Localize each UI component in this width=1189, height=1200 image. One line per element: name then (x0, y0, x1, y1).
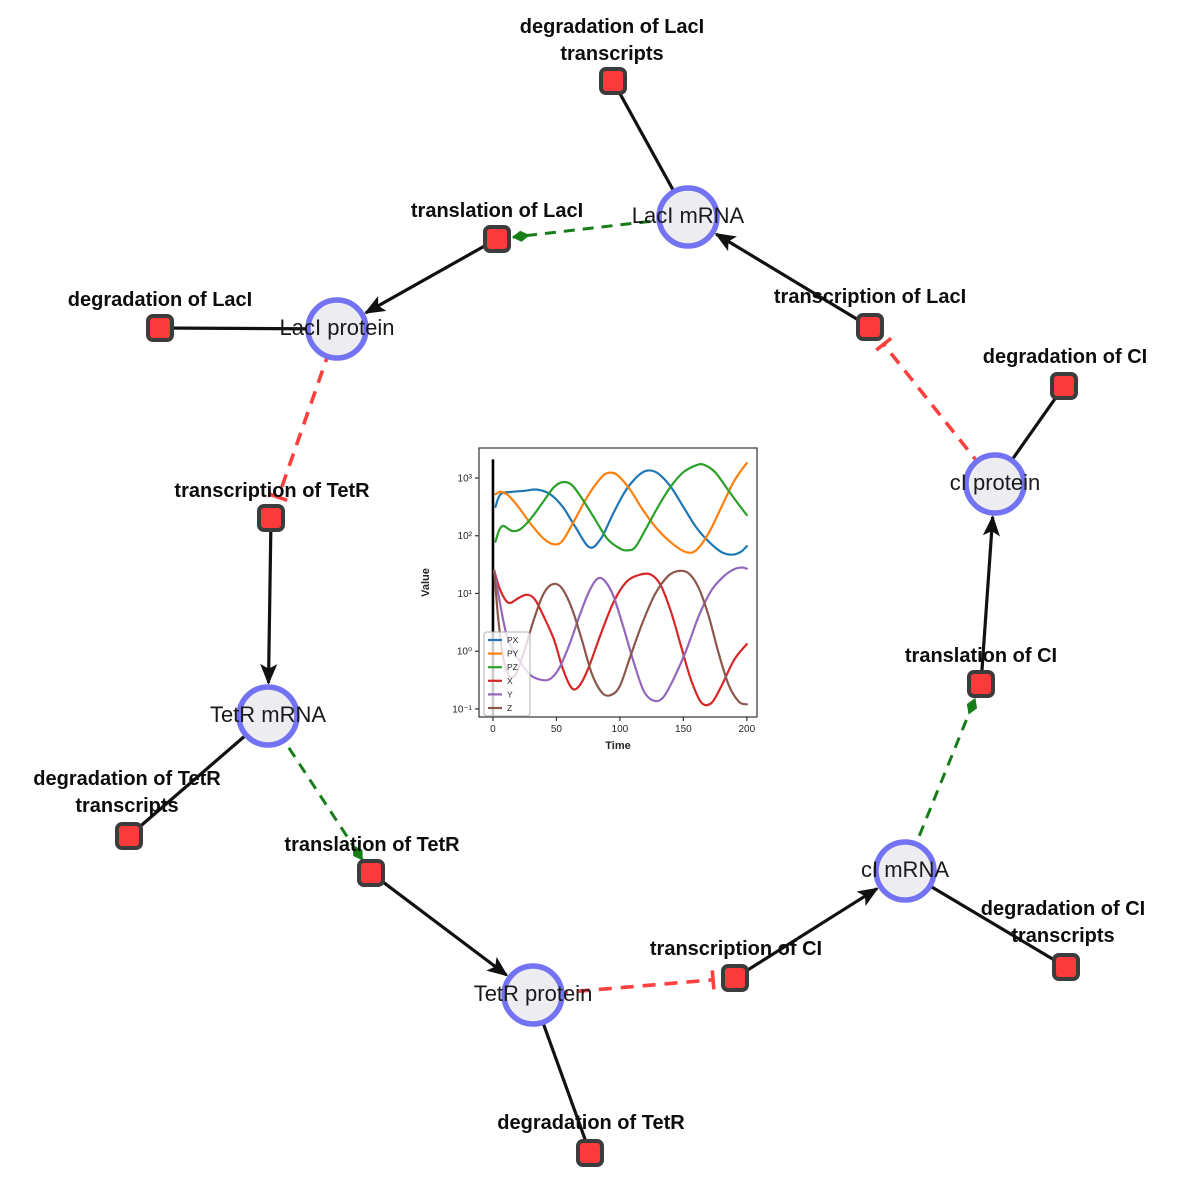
plot-legend: PX PY PZ XYZ (483, 631, 531, 717)
species-node-laci-protein[interactable] (305, 297, 369, 361)
edge-arrow-translation-of-ci-to-ci-protein[interactable] (979, 515, 1000, 685)
reaction-node-degradation-of-ci-transcripts[interactable] (1052, 953, 1080, 981)
species-node-tetr-mrna[interactable] (236, 684, 300, 748)
reaction-label-translation-of-tetr: translation of TetR (284, 834, 460, 856)
reaction-label-transcription-of-laci: transcription of LacI (774, 286, 966, 308)
legend-label-PY: PY (507, 649, 519, 659)
reaction-label-translation-of-ci: translation of CI (905, 645, 1057, 667)
x-tick-label: 100 (612, 724, 629, 735)
species-label-tetr-protein: TetR protein (474, 981, 593, 1006)
reaction-node-translation-of-laci[interactable] (483, 225, 511, 253)
y-tick-label: 10⁰ (457, 647, 472, 658)
species-label-laci-mrna: LacI mRNA (632, 203, 745, 228)
species-label-ci-protein: cI protein (950, 470, 1041, 495)
y-tick-label: 10² (458, 531, 473, 542)
simulation-plot: 0 50 100 150 20010⁻¹10⁰10¹10²10³TimeValuePXP… (415, 432, 765, 762)
edge-arrow-translation-of-laci-to-laci-protein[interactable] (364, 237, 498, 315)
series-line-Y (493, 566, 748, 703)
legend-label-X: X (507, 676, 513, 686)
species-node-ci-protein[interactable] (963, 452, 1027, 516)
species-node-tetr-protein[interactable] (501, 963, 565, 1027)
x-tick-label: 200 (739, 724, 756, 735)
species-label-laci-protein: LacI protein (280, 315, 395, 340)
species-label-ci-mrna: cI mRNA (861, 857, 949, 882)
edge-inhibition-tetr-protein-to-transcription-of-ci-tbar (710, 970, 716, 990)
reaction-node-transcription-of-laci[interactable] (856, 313, 884, 341)
edge-arrow-transcription-of-laci-to-laci-mrna[interactable] (714, 232, 871, 329)
legend-label-PZ: PZ (507, 662, 518, 672)
reaction-node-degradation-of-tetr-transcripts[interactable] (115, 822, 143, 850)
reaction-label-degradation-of-tetr-transcripts: degradation of TetR transcripts (33, 768, 221, 817)
reaction-node-translation-of-ci[interactable] (967, 670, 995, 698)
series-line-PZ (494, 462, 748, 552)
y-tick-label: 10³ (458, 474, 473, 485)
edge-arrow-transcription-of-tetr-to-tetr-mrna[interactable] (260, 517, 278, 685)
species-node-laci-mrna[interactable] (656, 185, 720, 249)
legend-label-PX: PX (507, 635, 519, 645)
reaction-label-translation-of-laci: translation of LacI (411, 200, 583, 222)
x-tick-label: 150 (675, 724, 692, 735)
edge-arrow-transcription-of-ci-to-ci-mrna[interactable] (734, 887, 879, 980)
x-axis-title: Time (605, 740, 630, 752)
reaction-label-transcription-of-tetr: transcription of TetR (174, 480, 370, 502)
y-axis-title: Value (420, 568, 432, 597)
legend-label-Z: Z (507, 703, 512, 713)
y-tick-label: 10⁻¹ (452, 704, 472, 715)
reaction-label-degradation-of-laci: degradation of LacI (68, 289, 252, 311)
reaction-label-degradation-of-ci: degradation of CI (983, 346, 1147, 368)
reaction-node-degradation-of-laci[interactable] (146, 314, 174, 342)
reaction-node-transcription-of-tetr[interactable] (257, 504, 285, 532)
plot-axes-box (478, 447, 758, 718)
edge-inhibition-ci-protein-to-transcription-of-laci-tbar (875, 336, 893, 352)
series-line-PX (494, 469, 748, 556)
species-node-ci-mrna[interactable] (873, 839, 937, 903)
x-tick-label: 0 (490, 724, 496, 735)
reaction-label-degradation-of-tetr: degradation of TetR (497, 1112, 685, 1134)
reaction-label-transcription-of-ci: transcription of CI (650, 938, 822, 960)
x-tick-label: 50 (551, 724, 563, 735)
series-line-X (493, 569, 748, 707)
edge-modifier-ci-mrna-to-translation-of-ci[interactable] (903, 697, 978, 872)
reaction-node-translation-of-tetr[interactable] (357, 859, 385, 887)
reaction-node-degradation-of-laci-transcripts[interactable] (599, 67, 627, 95)
reaction-label-degradation-of-laci-transcripts: degradation of LacI transcripts (520, 16, 704, 65)
legend-label-Y: Y (507, 689, 513, 699)
reaction-node-transcription-of-ci[interactable] (721, 964, 749, 992)
edge-arrow-translation-of-tetr-to-tetr-protein[interactable] (370, 871, 509, 977)
edge-inhibition-laci-protein-to-transcription-of-tetr-tbar (268, 492, 288, 503)
series-line-PY (494, 461, 748, 554)
reaction-node-degradation-of-tetr[interactable] (576, 1139, 604, 1167)
reaction-label-degradation-of-ci-transcripts: degradation of CI transcripts (981, 898, 1145, 947)
reaction-node-degradation-of-ci[interactable] (1050, 372, 1078, 400)
y-tick-label: 10¹ (458, 589, 473, 600)
species-label-tetr-mrna: TetR mRNA (210, 702, 326, 727)
